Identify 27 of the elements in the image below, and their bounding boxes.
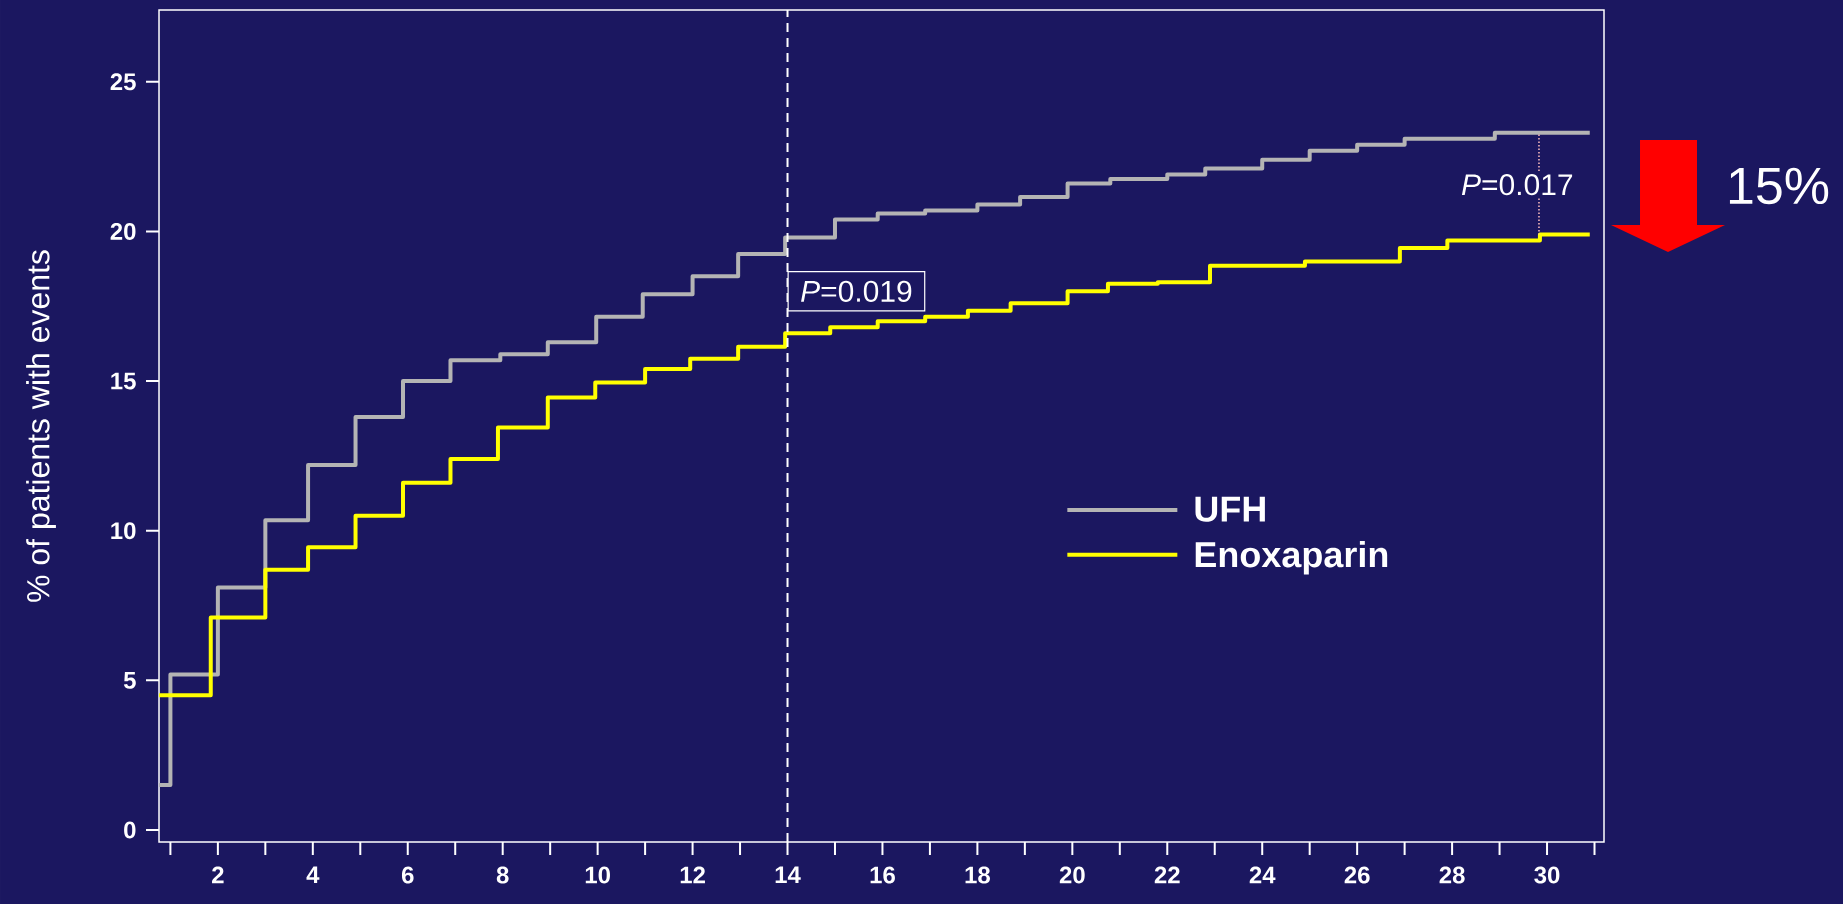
- x-tick-label: 18: [965, 866, 990, 884]
- x-tick-label: 22: [1154, 866, 1180, 884]
- x-tick-label: 8: [496, 866, 509, 884]
- x-tick-label: 24: [1249, 866, 1276, 884]
- x-tick-label: 14: [775, 866, 801, 884]
- x-tick-label: 10: [585, 866, 610, 884]
- x-tick-label: 30: [1534, 866, 1560, 884]
- y-tick-label: 5: [123, 672, 136, 689]
- x-tick-label: 4: [306, 866, 320, 884]
- y-tick-label: 0: [124, 821, 136, 839]
- x-tick-label: 16: [870, 866, 895, 884]
- y-tick-label: 25: [110, 73, 136, 91]
- annotation: P=0.019: [801, 280, 912, 302]
- legend-label: Enoxaparin: [1195, 541, 1388, 575]
- text: 15%: [1729, 167, 1829, 205]
- x-tick-label: 6: [401, 866, 414, 884]
- y-tick-label: 10: [111, 522, 136, 540]
- x-tick-label: 26: [1344, 866, 1370, 884]
- y-tick-label: 15: [111, 372, 136, 390]
- y-axis-title: % of patients with events: [26, 250, 56, 602]
- x-tick-label: 28: [1439, 866, 1465, 884]
- x-tick-label: 12: [680, 866, 705, 884]
- legend-label: UFH: [1195, 496, 1265, 522]
- x-tick-label: 2: [212, 866, 224, 884]
- annotation: P=0.017: [1461, 174, 1573, 196]
- x-tick-label: 20: [1059, 866, 1085, 884]
- y-tick-label: 20: [110, 222, 136, 240]
